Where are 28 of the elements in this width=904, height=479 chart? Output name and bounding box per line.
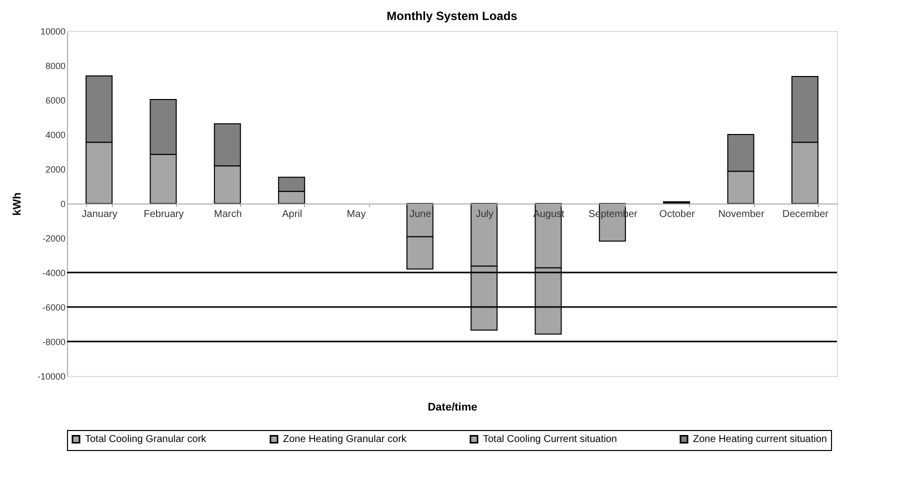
- y-tick-label: 4000: [45, 130, 66, 140]
- y-tick-label: 8000: [45, 61, 66, 71]
- legend-label: Total Cooling Granular cork: [85, 434, 208, 446]
- chart-title: Monthly System Loads: [386, 9, 518, 23]
- x-tick-label: June: [410, 209, 432, 220]
- y-tick-label: -4000: [42, 268, 66, 278]
- x-tick-label: April: [282, 209, 302, 220]
- y-tick-label: -6000: [42, 302, 66, 312]
- x-tick-label: February: [144, 209, 184, 220]
- x-tick-label: May: [346, 209, 366, 220]
- x-tick-label: November: [718, 209, 765, 220]
- x-tick-label: October: [659, 209, 696, 220]
- legend-label: Total Cooling Current situation: [483, 434, 617, 446]
- y-tick-label: 2000: [45, 164, 66, 174]
- y-tick-label: 0: [60, 199, 66, 209]
- x-tick-label: March: [214, 209, 242, 220]
- y-tick-label: -2000: [42, 234, 66, 244]
- y-tick-label: -10000: [37, 372, 66, 382]
- y-tick-label: 6000: [45, 96, 66, 106]
- x-tick-label: January: [82, 209, 118, 220]
- x-axis-title: Date/time: [428, 402, 478, 414]
- y-tick-label: 10000: [40, 26, 66, 36]
- x-tick-label: July: [476, 209, 494, 220]
- legend-label: Zone Heating current situation: [693, 434, 827, 446]
- y-axis-title: kWh: [11, 192, 24, 216]
- x-tick-label: December: [782, 209, 830, 220]
- legend-label: Zone Heating Granular cork: [283, 434, 408, 446]
- y-tick-label: -8000: [42, 337, 66, 347]
